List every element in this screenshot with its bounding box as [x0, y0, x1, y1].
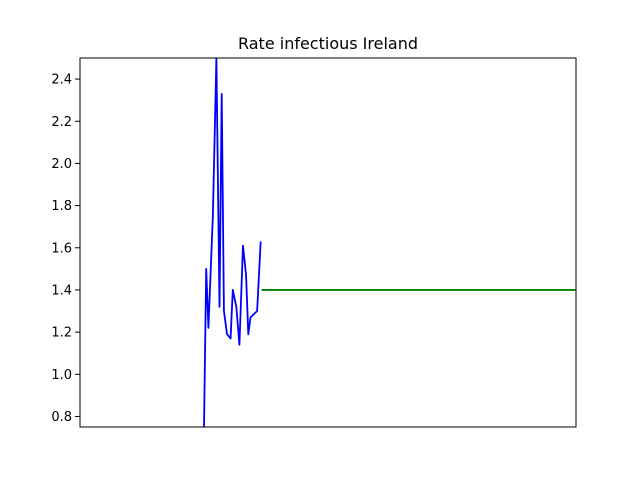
- y-tick-label: 1.0: [51, 368, 72, 383]
- y-axis: 0.8 1.0 1.2 1.4 1.6 1.8 2.0 2.2 2.4: [51, 73, 80, 425]
- y-tick-label: 1.6: [51, 241, 72, 256]
- plot-frame: [79, 57, 577, 428]
- y-tick-label: 1.8: [51, 199, 72, 214]
- plot-area: [203, 58, 576, 427]
- chart-title: Rate infectious Ireland: [238, 34, 418, 53]
- y-tick-label: 0.8: [51, 410, 72, 425]
- y-tick-label: 2.4: [51, 73, 72, 88]
- y-tick-label: 2.2: [51, 115, 72, 130]
- y-tick-label: 2.0: [51, 157, 72, 172]
- y-tick-label: 1.2: [51, 326, 72, 341]
- y-tick-label: 1.4: [51, 283, 72, 298]
- series-line-1: [203, 58, 262, 427]
